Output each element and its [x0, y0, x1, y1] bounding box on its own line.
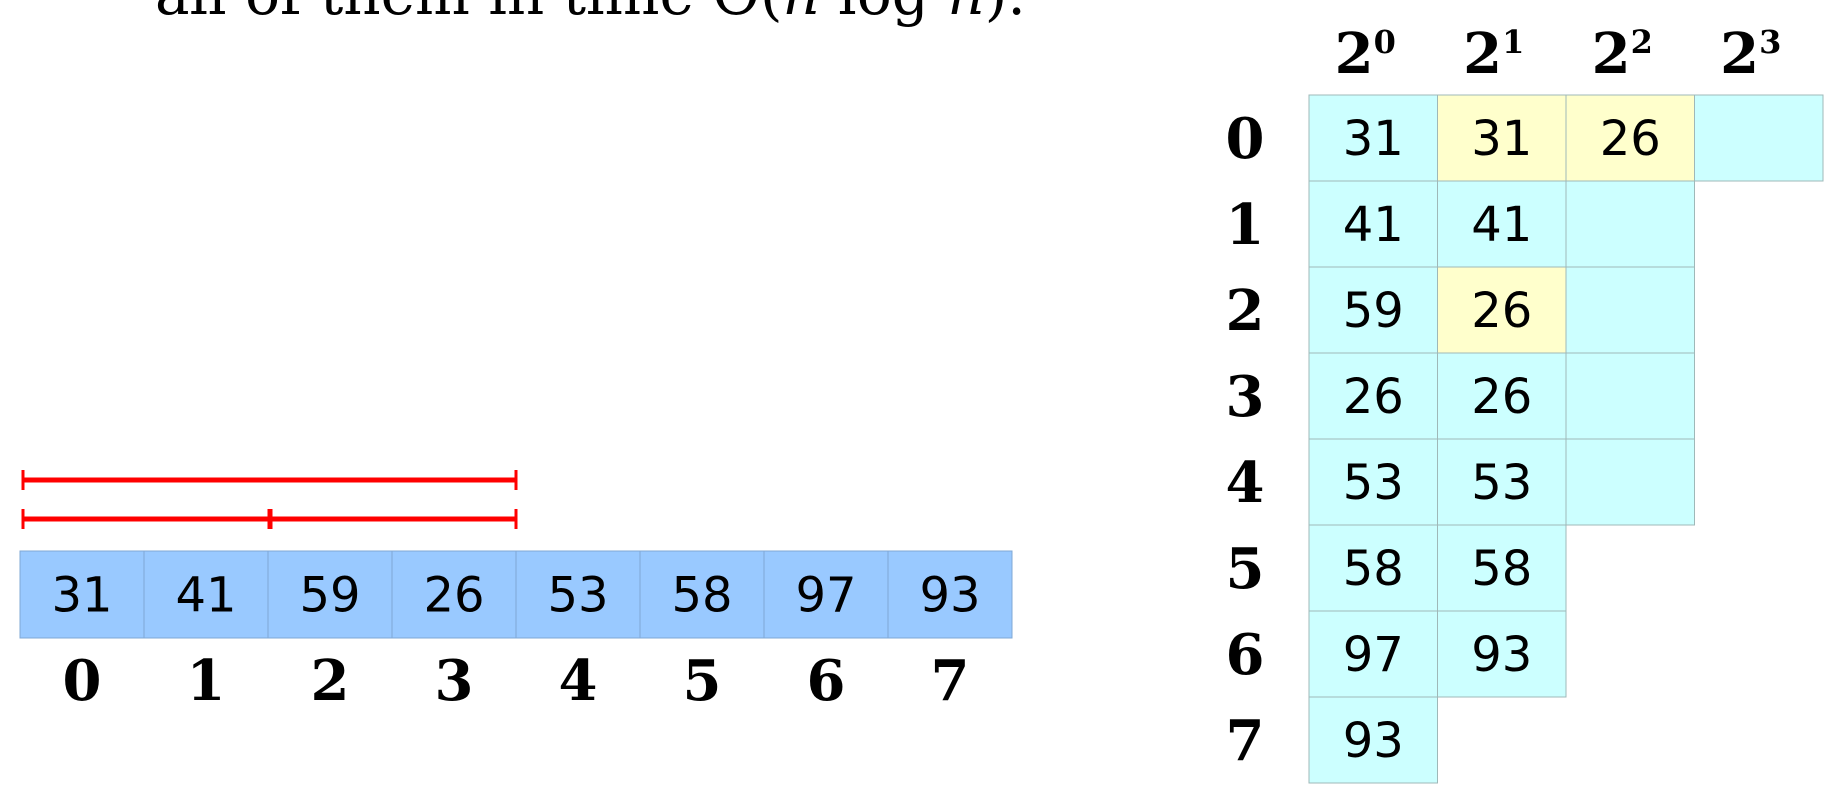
array-value: 97 — [795, 568, 856, 624]
column-base: 2 — [1720, 21, 1759, 87]
row-label: 6 — [1226, 622, 1265, 688]
array-value: 59 — [299, 568, 360, 624]
column-exp: 3 — [1759, 23, 1781, 61]
row-label: 3 — [1226, 364, 1265, 430]
table-value: 97 — [1343, 627, 1404, 683]
table-cell — [1308, 94, 1438, 182]
column-header: 21 — [1463, 21, 1524, 87]
header-part: ). — [985, 0, 1026, 28]
table-cell — [1437, 610, 1567, 698]
column-header: 22 — [1592, 21, 1653, 87]
table-cell — [1437, 266, 1567, 354]
array-value: 31 — [51, 568, 112, 624]
array-cell — [143, 550, 269, 639]
row-label: 7 — [1226, 708, 1265, 774]
table-value: 26 — [1471, 369, 1532, 425]
table-value: 41 — [1343, 197, 1404, 253]
row-label: 5 — [1226, 536, 1265, 602]
header-part: log — [820, 0, 947, 28]
table-cell — [1437, 352, 1567, 440]
table-cell — [1308, 266, 1438, 354]
table-value: 26 — [1600, 111, 1661, 167]
table-value: 31 — [1343, 111, 1404, 167]
array-value: 53 — [547, 568, 608, 624]
column-exp: 0 — [1374, 23, 1396, 61]
array-value: 26 — [423, 568, 484, 624]
table-value: 58 — [1471, 541, 1532, 597]
row-label: 0 — [1226, 106, 1265, 172]
header-part: all of them in time O( — [155, 0, 783, 28]
header-text: all of them in time O(n log n). — [155, 0, 1026, 28]
table-value: 31 — [1471, 111, 1532, 167]
column-base: 2 — [1335, 21, 1374, 87]
table-cell — [1437, 438, 1567, 526]
table-cell — [1565, 352, 1695, 440]
array-index: 5 — [683, 648, 722, 714]
header-part: n — [947, 0, 984, 28]
table-cell — [1565, 266, 1695, 354]
table-cell — [1565, 180, 1695, 268]
row-label: 4 — [1226, 450, 1265, 516]
array-index: 6 — [807, 648, 846, 714]
header-part: n — [783, 0, 820, 28]
column-header: 23 — [1720, 21, 1781, 87]
table-cell — [1308, 610, 1438, 698]
array-index: 3 — [435, 648, 474, 714]
table-cell — [1308, 524, 1438, 612]
table-value: 53 — [1343, 455, 1404, 511]
table-cell — [1308, 696, 1438, 784]
table-value: 93 — [1471, 627, 1532, 683]
array-cell — [639, 550, 765, 639]
array-cell — [19, 550, 145, 639]
array-cell — [267, 550, 393, 639]
table-value: 58 — [1343, 541, 1404, 597]
column-header: 20 — [1335, 21, 1396, 87]
table-value: 59 — [1343, 283, 1404, 339]
array-cell — [515, 550, 641, 639]
table-cell — [1437, 180, 1567, 268]
table-cell — [1565, 438, 1695, 526]
table-value: 93 — [1343, 713, 1404, 769]
array-cell — [887, 550, 1013, 639]
array-index: 1 — [187, 648, 226, 714]
array-value: 41 — [175, 568, 236, 624]
table-value: 26 — [1471, 283, 1532, 339]
table-value: 41 — [1471, 197, 1532, 253]
table-cell — [1308, 180, 1438, 268]
array-value: 58 — [671, 568, 732, 624]
array-index: 7 — [931, 648, 970, 714]
table-value: 26 — [1343, 369, 1404, 425]
column-exp: 1 — [1502, 23, 1524, 61]
array-index: 2 — [311, 648, 350, 714]
table-cell — [1308, 352, 1438, 440]
table-cell — [1437, 524, 1567, 612]
table-cell — [1565, 94, 1695, 182]
table-cell — [1694, 94, 1824, 182]
array-value: 93 — [919, 568, 980, 624]
column-base: 2 — [1592, 21, 1631, 87]
column-exp: 2 — [1631, 23, 1653, 61]
array-cell — [391, 550, 517, 639]
column-base: 2 — [1463, 21, 1502, 87]
row-label: 1 — [1226, 192, 1265, 258]
table-cell — [1308, 438, 1438, 526]
range-markers — [21, 470, 518, 529]
table-cell — [1437, 94, 1567, 182]
array-index: 0 — [63, 648, 102, 714]
table-value: 53 — [1471, 455, 1532, 511]
row-label: 2 — [1226, 278, 1265, 344]
array-index: 4 — [559, 648, 598, 714]
